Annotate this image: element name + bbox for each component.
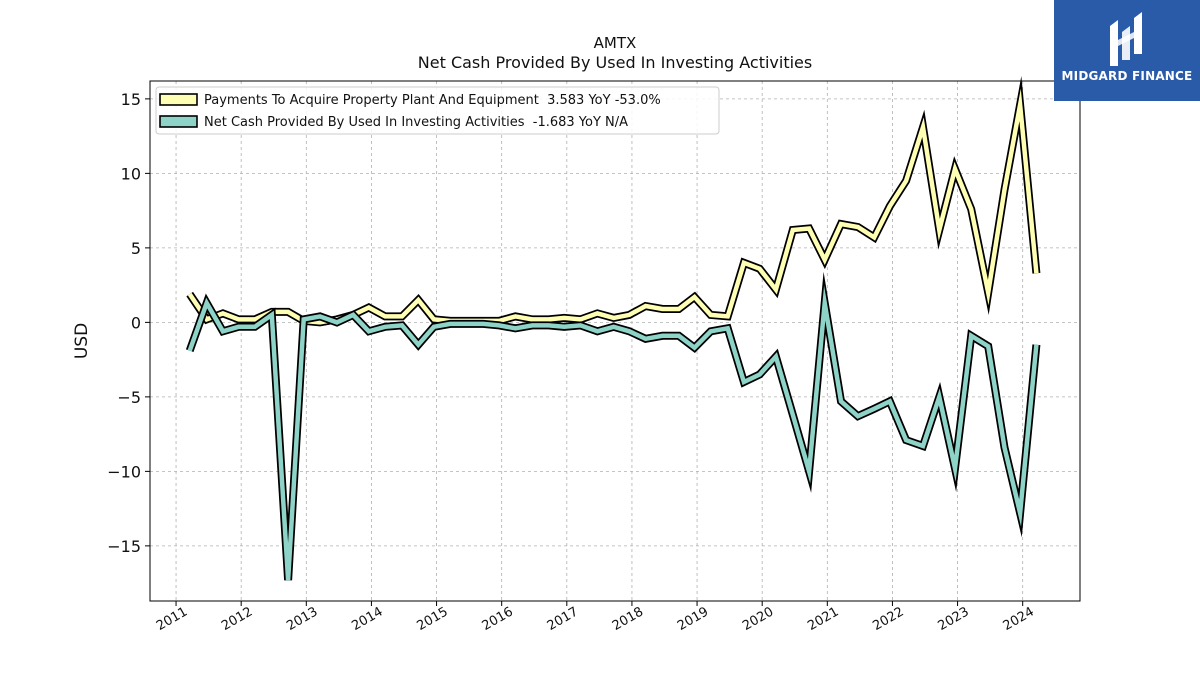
x-tick-label: 2018: [610, 604, 646, 634]
y-tick-label: −5: [117, 388, 141, 407]
logo-mark-icon: [1110, 12, 1142, 66]
series-outline-capex: [186, 75, 1041, 327]
x-tick-label: 2011: [154, 604, 190, 634]
x-tick-label: 2013: [284, 604, 320, 634]
midgard-finance-logo: MIDGARD FINANCE: [1054, 0, 1200, 101]
axes: 15 10 5 0 −5 −10 −15 2011 2012 2013 2014 2015 2016 20…: [107, 90, 1037, 634]
plot-frame: [149, 80, 1081, 602]
x-tick-label: 2014: [349, 604, 385, 634]
y-tick-label: 15: [121, 90, 141, 109]
x-tick-label: 2021: [805, 604, 841, 634]
x-tick-label: 2022: [870, 604, 906, 634]
grid: [150, 81, 1080, 601]
legend-label-capex: Payments To Acquire Property Plant And E…: [204, 93, 661, 108]
legend-frame: [155, 86, 720, 135]
y-tick-label: 5: [131, 239, 141, 258]
y-tick-label: −10: [107, 462, 141, 481]
legend-label-investing: Net Cash Provided By Used In Investing A…: [204, 115, 628, 130]
x-tick-label: 2016: [480, 604, 516, 634]
series-line-capex: [187, 88, 1039, 325]
x-tick-label: 2023: [936, 604, 972, 634]
x-tick-label: 2020: [740, 604, 776, 634]
series-line-investing: [187, 285, 1039, 581]
legend-swatch-investing: [159, 115, 198, 128]
y-axis-label: USD: [72, 323, 92, 359]
y-tick-label: 0: [131, 313, 141, 332]
x-tick-label: 2015: [415, 604, 451, 634]
chart-subtitle: Net Cash Provided By Used In Investing A…: [418, 53, 812, 72]
x-tick-label: 2017: [545, 604, 581, 634]
series-layer: [185, 75, 1041, 581]
legend: Payments To Acquire Property Plant And E…: [155, 86, 720, 135]
y-tick-label: 10: [121, 164, 141, 183]
x-tick-label: 2024: [1001, 604, 1037, 634]
logo-text: MIDGARD FINANCE: [1061, 69, 1193, 83]
y-tick-label: −15: [107, 537, 141, 556]
x-tick-label: 2019: [675, 604, 711, 634]
legend-swatch-capex: [159, 93, 198, 106]
x-tick-label: 2012: [219, 604, 255, 634]
chart-title: AMTX: [594, 34, 637, 52]
